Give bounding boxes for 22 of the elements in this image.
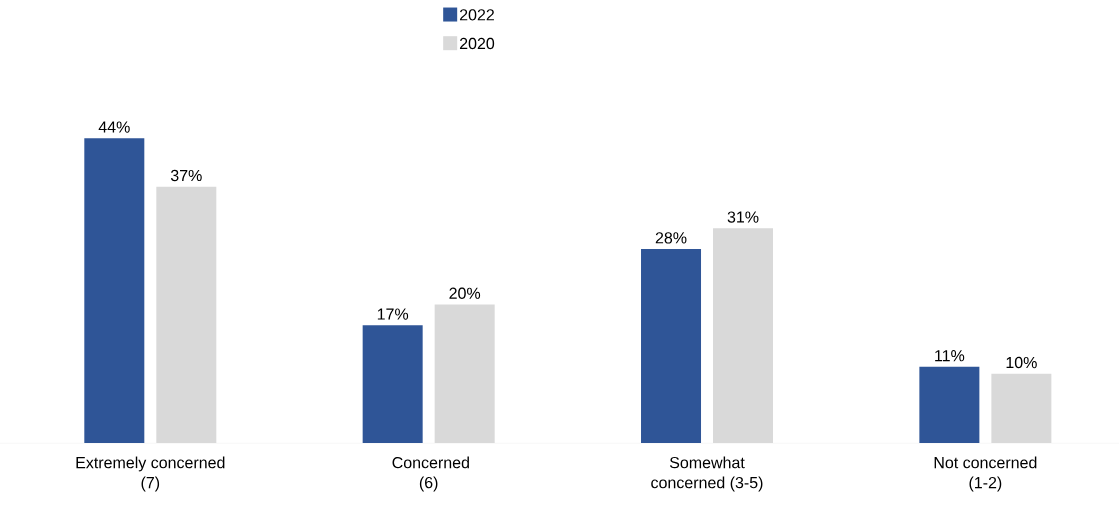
bar — [434, 304, 495, 443]
bar — [919, 366, 980, 443]
x-tick-label: Not concerned (1-2) — [934, 456, 1037, 492]
legend-label: 2022 — [459, 9, 494, 21]
bar — [362, 325, 423, 443]
bar — [641, 249, 702, 443]
bar — [84, 138, 145, 443]
data-label: 37% — [170, 169, 202, 182]
data-label: 17% — [377, 308, 409, 320]
x-tick-label: Somewhat concerned (3-5) — [651, 456, 763, 492]
bar — [991, 373, 1052, 443]
data-label: 28% — [655, 232, 687, 244]
data-label: 10% — [1006, 356, 1037, 369]
x-tick-label: Extremely concerned (7) — [76, 456, 225, 492]
data-label: 31% — [727, 211, 759, 223]
data-label: 11% — [935, 350, 965, 362]
bar — [156, 186, 217, 443]
legend-label: 2020 — [459, 37, 495, 50]
data-label: 44% — [98, 121, 130, 133]
bar — [713, 228, 774, 443]
x-tick-label: Concerned (6) — [392, 456, 469, 492]
data-label: 20% — [449, 287, 481, 299]
